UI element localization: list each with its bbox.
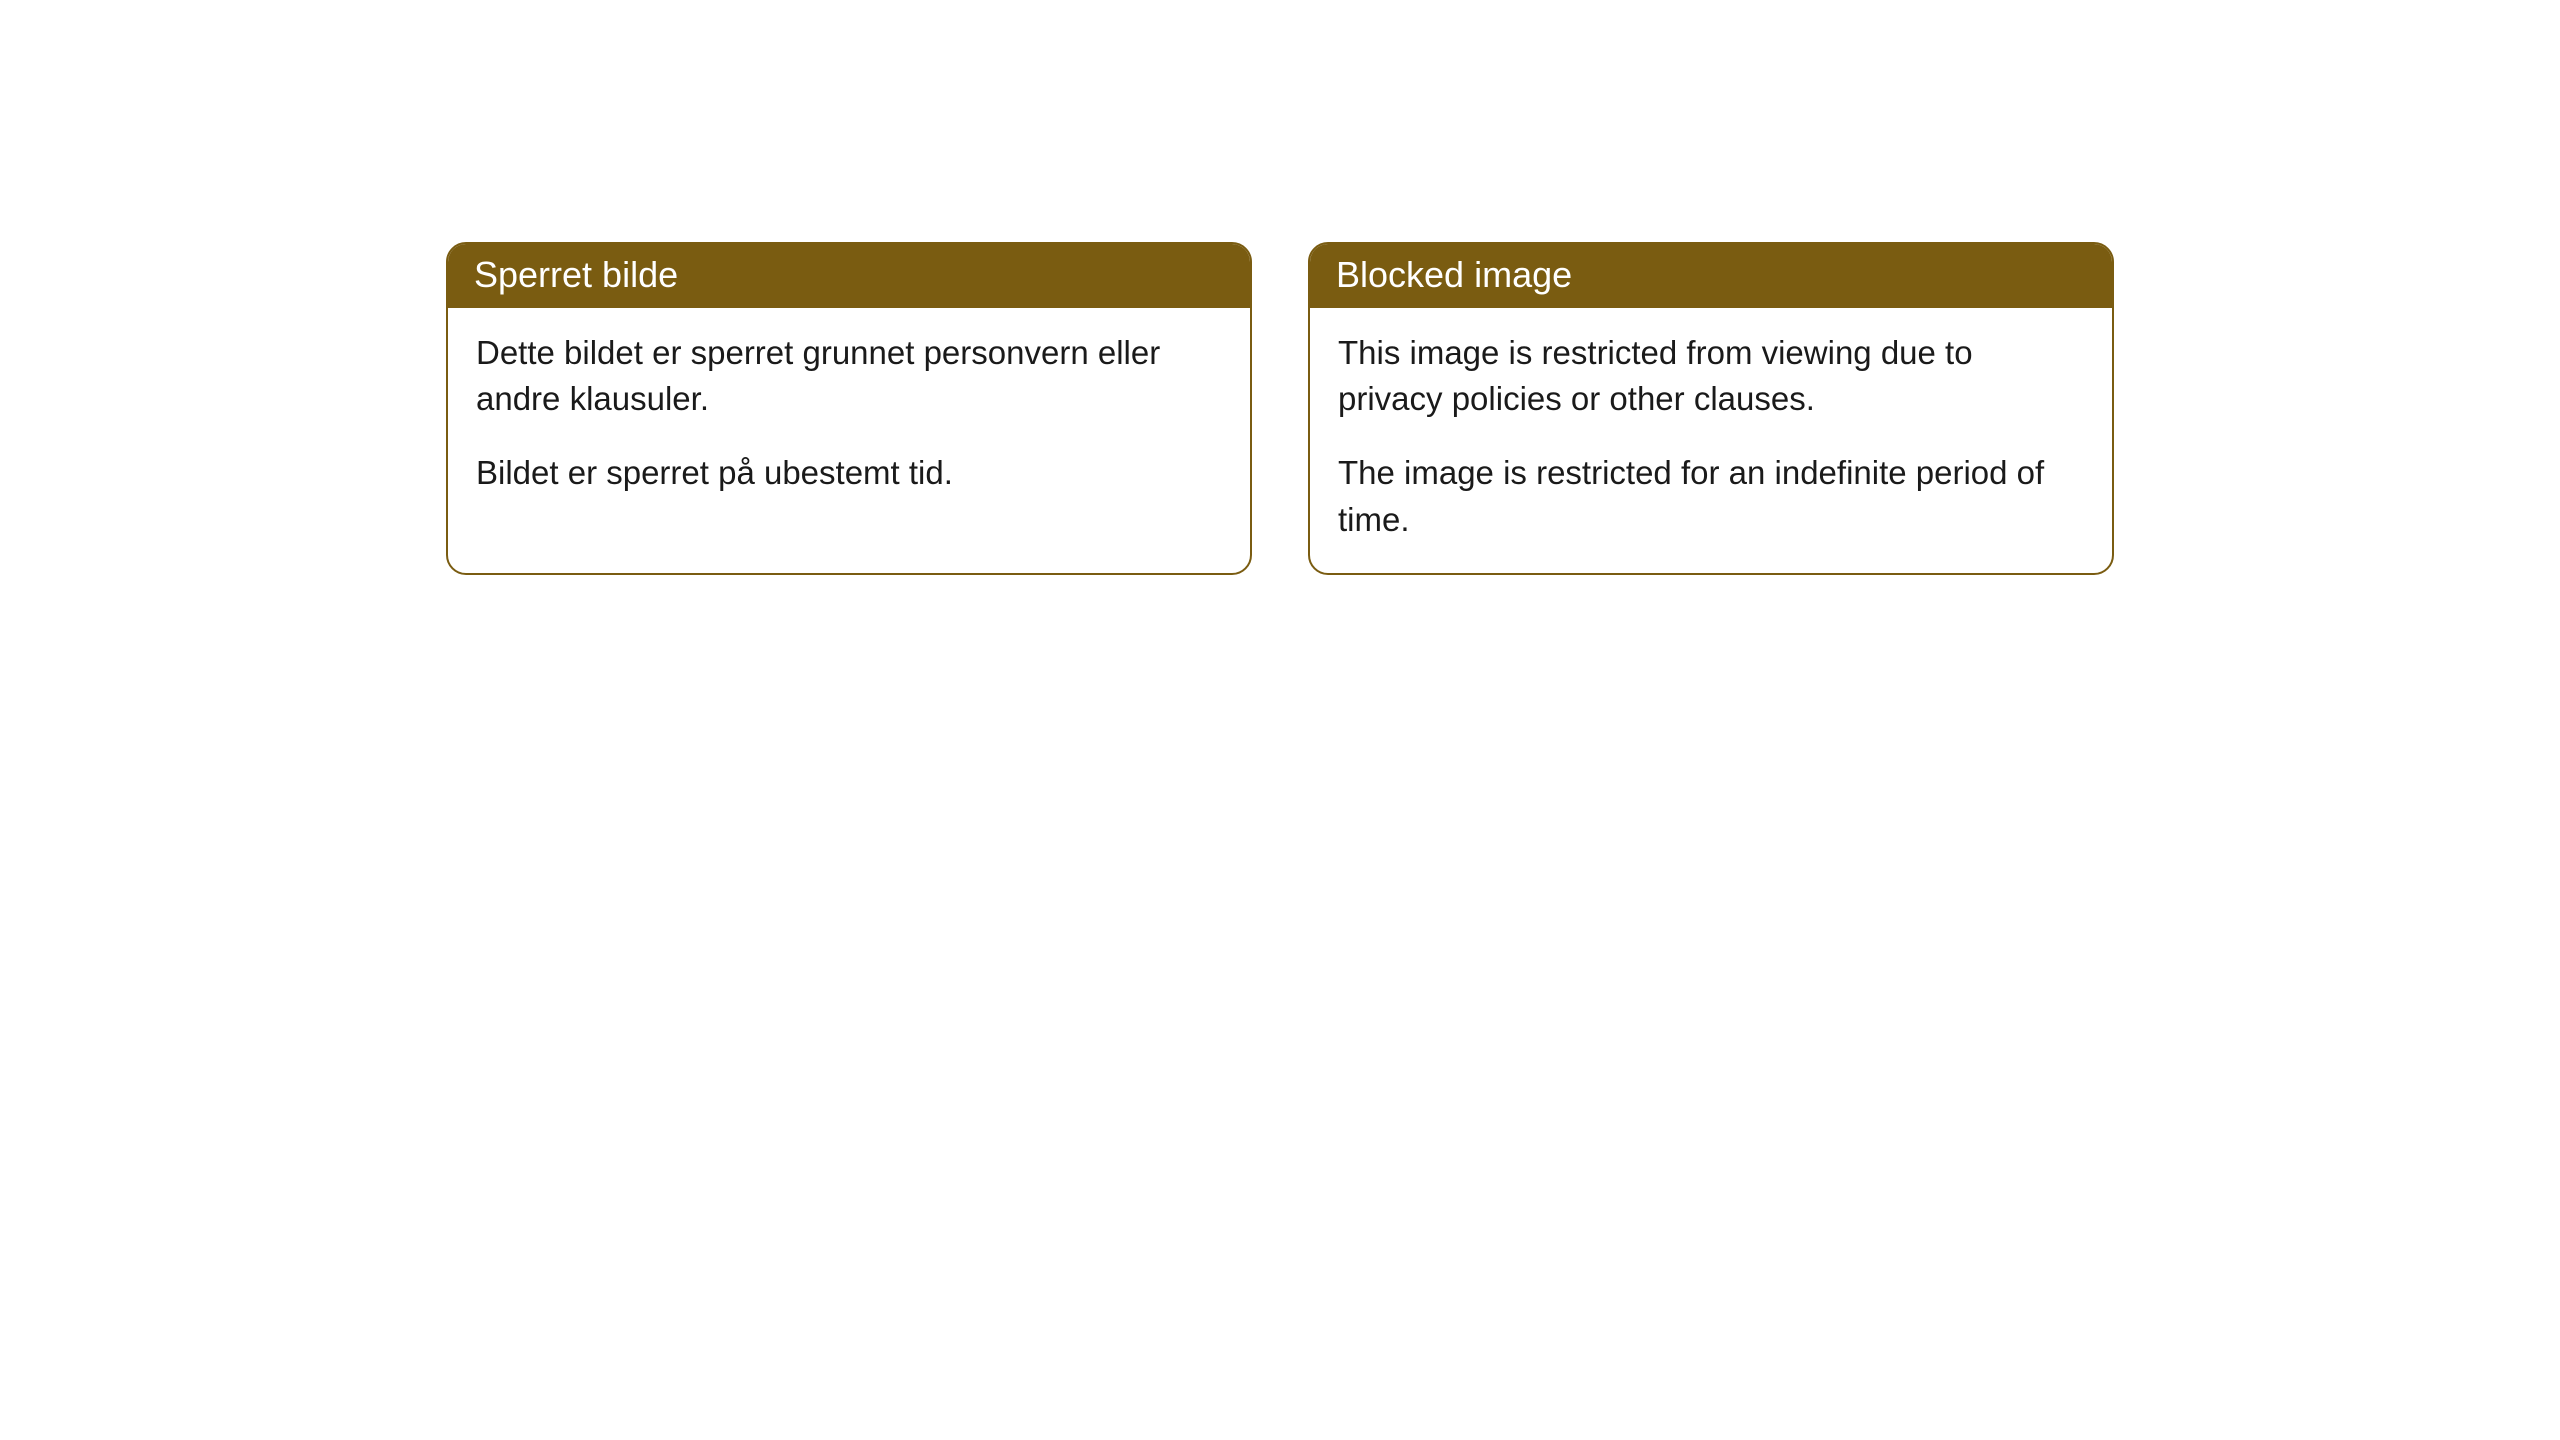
notice-paragraph-1: Dette bildet er sperret grunnet personve… — [476, 330, 1222, 422]
card-body: Dette bildet er sperret grunnet personve… — [448, 308, 1250, 527]
notice-paragraph-2: Bildet er sperret på ubestemt tid. — [476, 450, 1222, 496]
card-header: Blocked image — [1310, 244, 2112, 308]
notice-paragraph-2: The image is restricted for an indefinit… — [1338, 450, 2084, 542]
notice-card-english: Blocked image This image is restricted f… — [1308, 242, 2114, 575]
card-title: Blocked image — [1336, 254, 1572, 295]
card-body: This image is restricted from viewing du… — [1310, 308, 2112, 573]
notice-cards-container: Sperret bilde Dette bildet er sperret gr… — [446, 242, 2114, 575]
card-title: Sperret bilde — [474, 254, 678, 295]
notice-paragraph-1: This image is restricted from viewing du… — [1338, 330, 2084, 422]
card-header: Sperret bilde — [448, 244, 1250, 308]
notice-card-norwegian: Sperret bilde Dette bildet er sperret gr… — [446, 242, 1252, 575]
